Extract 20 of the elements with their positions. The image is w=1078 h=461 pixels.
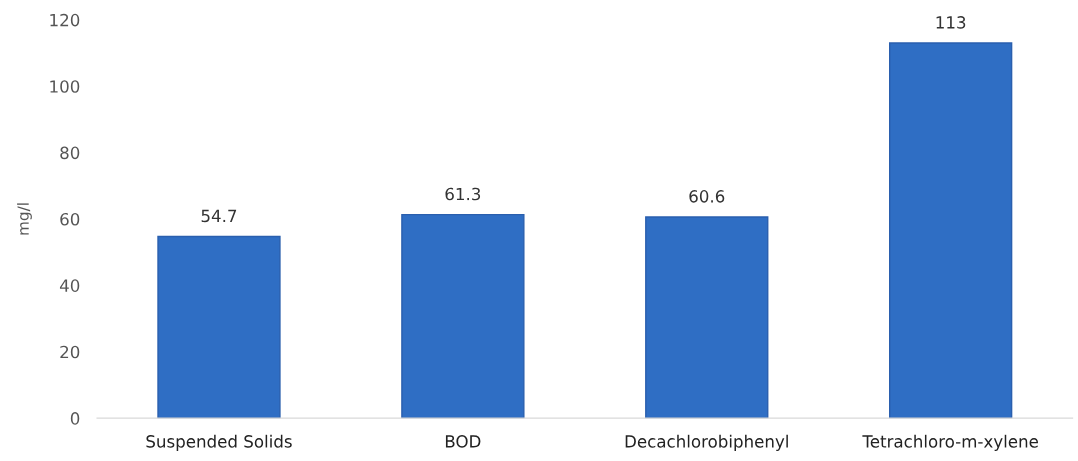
bar: [157, 235, 281, 419]
y-tick-label: 80: [60, 146, 80, 160]
data-label: 61.3: [445, 187, 481, 201]
y-tick-label: 100: [50, 80, 80, 93]
y-tick-label: 120: [50, 13, 80, 27]
y-tick-label: 40: [59, 279, 80, 292]
bar: [401, 213, 525, 419]
data-label: 60.6: [689, 190, 725, 203]
y-axis-title: mg/l: [17, 203, 32, 235]
bar: [645, 216, 769, 419]
x-tick-label: Suspended Solids: [146, 434, 292, 451]
data-label: 54.7: [201, 209, 237, 223]
x-tick-label: Tetrachloro-m-xylene: [862, 434, 1038, 451]
x-tick-label: BOD: [445, 435, 481, 448]
y-tick-label: 20: [60, 345, 80, 359]
bar: [888, 42, 1013, 419]
y-tick-label: 60: [60, 212, 80, 226]
x-tick-label: Decachlorobiphenyl: [625, 434, 788, 451]
data-label: 113: [936, 16, 966, 29]
y-tick-label: 0: [70, 412, 80, 425]
